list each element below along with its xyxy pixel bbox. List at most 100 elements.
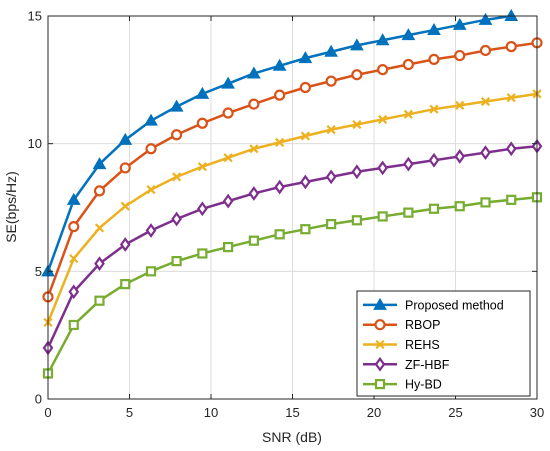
x-marker-stroke: [352, 119, 362, 130]
legend-marker: [374, 379, 386, 390]
legend-item: Hy-BD: [363, 378, 442, 392]
data-point: [145, 223, 157, 238]
legend-marker: [374, 356, 386, 372]
x-tick-label: 15: [285, 405, 299, 420]
data-point: [480, 197, 491, 208]
data-point: [505, 141, 517, 157]
data-point: [300, 174, 311, 190]
data-point: [222, 193, 234, 209]
x-marker-stroke: [378, 114, 388, 124]
data-point: [479, 44, 492, 57]
data-point: [274, 179, 285, 195]
data-point: [403, 207, 414, 218]
legend-marker: [375, 339, 385, 350]
x-marker-stroke: [429, 104, 439, 114]
data-point: [68, 319, 79, 331]
data-point: [402, 58, 414, 71]
data-point: [455, 100, 465, 110]
x-marker-stroke: [480, 96, 491, 107]
data-point: [351, 215, 362, 226]
data-point: [325, 75, 337, 87]
x-tick-label: 20: [367, 405, 381, 420]
data-point: [94, 223, 105, 233]
x-marker-stroke: [223, 153, 233, 163]
data-point: [69, 253, 79, 264]
data-point: [403, 156, 414, 172]
data-point: [221, 76, 235, 89]
x-tick-label: 0: [44, 405, 51, 420]
data-point: [401, 28, 416, 41]
x-tick-label: 30: [530, 405, 544, 420]
data-point: [120, 201, 130, 211]
data-point: [272, 58, 287, 71]
data-point: [428, 203, 440, 214]
data-point: [171, 129, 183, 141]
y-tick-label: 10: [28, 136, 42, 151]
legend-label: REHS: [405, 338, 440, 352]
legend-label: RBOP: [405, 318, 440, 332]
data-point: [92, 157, 107, 170]
y-tick-label: 0: [35, 392, 42, 407]
series-layer: [41, 8, 543, 379]
x-marker-stroke: [326, 125, 336, 135]
x-tick-label: 10: [204, 405, 218, 420]
data-point: [248, 98, 260, 110]
data-point: [326, 125, 336, 135]
data-point: [195, 86, 210, 99]
data-point: [452, 17, 467, 30]
data-point: [324, 44, 338, 57]
legend-label: Hy-BD: [405, 378, 442, 392]
data-point: [480, 145, 491, 160]
data-point: [427, 23, 441, 36]
data-point: [223, 153, 233, 163]
data-point: [118, 132, 133, 145]
data-point: [249, 144, 259, 154]
data-point: [197, 248, 208, 259]
data-point: [66, 192, 81, 205]
x-tick-label: 5: [126, 405, 133, 420]
series-rbop: [42, 37, 543, 303]
ticks: 0 5 10 15 20 25 30 0 5 10 15: [28, 9, 545, 421]
data-point: [300, 224, 311, 235]
data-point: [94, 256, 105, 272]
data-point: [144, 113, 158, 126]
data-point: [196, 117, 208, 129]
data-point: [275, 137, 285, 147]
data-point: [504, 8, 519, 21]
legend-item: Proposed method: [363, 297, 504, 312]
data-point: [299, 81, 311, 94]
data-point: [375, 33, 390, 46]
data-point: [93, 185, 106, 197]
data-point: [248, 235, 259, 246]
data-point: [247, 66, 261, 79]
data-point: [197, 201, 208, 217]
data-point: [169, 99, 184, 112]
legend-label: ZF-HBF: [405, 358, 450, 372]
data-point: [351, 164, 363, 180]
data-point: [222, 107, 234, 119]
legend-item: REHS: [363, 338, 440, 352]
data-point: [428, 53, 440, 66]
data-point: [454, 201, 465, 212]
data-point: [377, 160, 388, 176]
data-point: [480, 96, 491, 107]
data-point: [506, 93, 516, 103]
data-point: [352, 119, 362, 130]
x-marker-stroke: [403, 109, 413, 119]
data-point: [505, 41, 517, 53]
legend-marker: [373, 297, 387, 310]
data-point: [171, 211, 182, 227]
x-marker-stroke: [120, 201, 130, 211]
data-point: [377, 211, 388, 222]
data-point: [68, 284, 80, 300]
data-point: [403, 109, 413, 119]
x-axis-label: SNR (dB): [262, 429, 322, 445]
x-marker-stroke: [506, 93, 516, 103]
data-point: [298, 51, 313, 64]
data-point: [326, 218, 337, 230]
data-point: [378, 114, 388, 124]
data-point: [146, 185, 156, 195]
data-point: [119, 237, 131, 252]
data-point: [274, 89, 286, 101]
